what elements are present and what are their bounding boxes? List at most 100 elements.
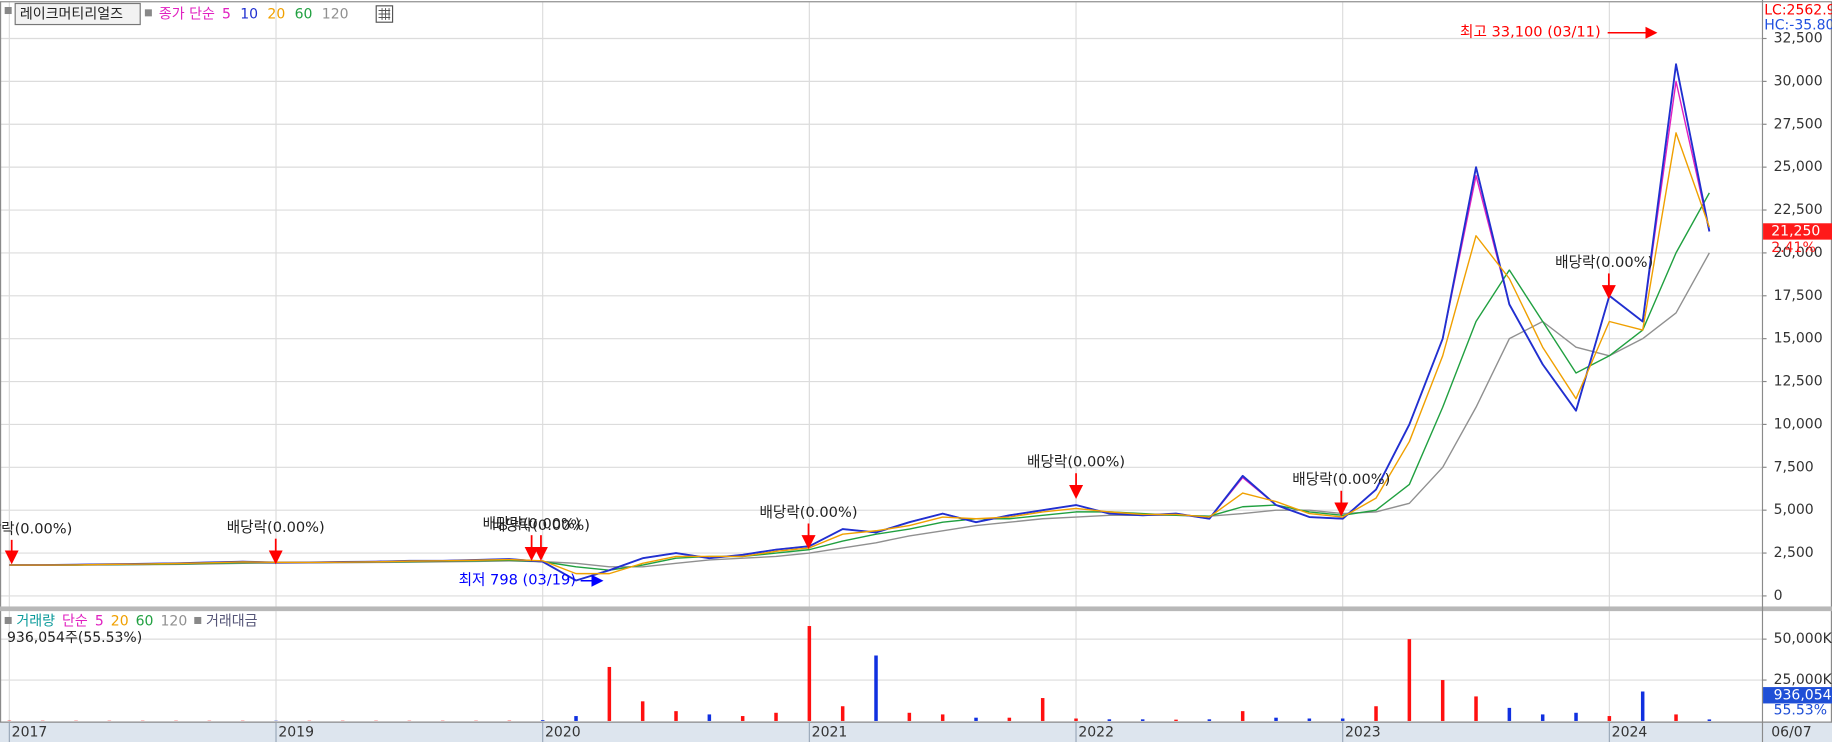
lc-readout: LC:2562.9 [1764, 3, 1832, 19]
volume-bar [1674, 714, 1678, 721]
x-tick-label: 06/07 [1771, 725, 1811, 741]
volume-bar [674, 711, 678, 721]
volume-bar [607, 666, 612, 721]
panel-divider [0, 606, 1832, 612]
dividend-annotation: 배당락(0.00%) [1292, 471, 1390, 488]
low-annotation: 최저 798 (03/19) [459, 572, 576, 589]
volume-bar [940, 714, 945, 721]
price-plot [9, 63, 1711, 582]
x-tick-label: 2022 [1078, 725, 1114, 741]
y-tick-label: 32,500 [1774, 31, 1823, 47]
legend-entry: 거래대금 [206, 614, 258, 630]
x-axis: 2017 2019 2020 2021 2022 2023 2024 06/07 [8, 722, 1812, 742]
volume-bar [874, 655, 878, 721]
volume-bar [1107, 719, 1112, 721]
y-tick-label: 25,000 [1774, 159, 1823, 175]
x-tick-label: 2020 [545, 725, 581, 741]
dividend-annotation: 배당락(0.00%) [1027, 454, 1125, 471]
volume-bar [1140, 719, 1145, 721]
stock-name[interactable]: 레이크머티리얼즈 [20, 7, 123, 23]
volume-bar [1640, 691, 1645, 721]
volume-bar [574, 716, 578, 721]
y-tick-label: 17,500 [1774, 288, 1823, 304]
volume-bar [1307, 718, 1312, 721]
volume-bar [1374, 706, 1378, 721]
volume-ratio: 55.53% [1774, 702, 1827, 718]
volume-bar [1440, 680, 1445, 721]
y-tick-label: 2,500 [1774, 545, 1814, 561]
legend-entry: 60 [295, 7, 313, 23]
volume-bar [740, 716, 745, 721]
x-tick-label: 2021 [812, 725, 848, 741]
legend-entry: 120 [160, 614, 187, 630]
legend-entry: 20 [267, 7, 285, 23]
y-tick-label: 30,000 [1774, 73, 1823, 89]
legend-icon [4, 7, 12, 15]
y-tick-label: 0 [1774, 588, 1783, 604]
x-tick-label: 2023 [1345, 725, 1381, 741]
volume-bar [807, 626, 812, 721]
volume-bar [974, 717, 978, 721]
dividend-annotation: 배당락(0.00%) [759, 504, 857, 521]
volume-bar [1207, 719, 1212, 721]
legend-icon [144, 9, 152, 17]
dividend-annotation: 배당락(0.00%) [227, 519, 325, 536]
legend-entry: 20 [111, 614, 129, 630]
volume-readout: 936,054주(55.53%) [7, 630, 142, 646]
hc-readout: HC:-35.80 [1764, 18, 1832, 34]
y-tick-label: 27,500 [1774, 116, 1823, 132]
volume-bar [1707, 719, 1712, 721]
legend: 거래량 단순 5 20 60 120 거래대금 [4, 614, 258, 630]
legend-entry: 거래량 [16, 614, 55, 630]
grid [0, 2, 1762, 723]
y-axis: 0 2,500 5,000 7,500 10,000 12,500 15,000 17,500… [1761, 31, 1832, 718]
x-tick-label: 2017 [12, 725, 48, 741]
y-tick-label: 20,000 [1774, 245, 1823, 261]
high-annotation: 최고 33,100 (03/11) [1460, 24, 1601, 41]
dividend-annotation: 배당락(0.00%) [483, 516, 581, 533]
volume-bar [774, 712, 778, 721]
volume-bar [1274, 717, 1278, 721]
legend: 5 10 20 60 120 [222, 7, 349, 23]
legend-icon [4, 616, 12, 624]
calendar-icon-grid [378, 8, 391, 20]
volume-bar [1507, 707, 1512, 721]
stock-name-box[interactable] [14, 2, 141, 26]
y-tick-label: 7,500 [1774, 459, 1814, 475]
volume-bar [1407, 639, 1412, 721]
current-volume-box [1763, 687, 1832, 704]
volume-bar [1007, 717, 1012, 721]
legend-entry: 5 [222, 7, 231, 23]
volume-plot [7, 626, 1712, 721]
current-volume: 936,054 [1774, 687, 1832, 703]
x-tick-label: 2019 [278, 725, 314, 741]
x-axis-band [0, 722, 1832, 742]
dividend-annotation: 배당락(0.00%) [1555, 254, 1653, 271]
y-tick-label: 12,500 [1774, 374, 1823, 390]
volume-bar [1574, 712, 1578, 721]
volume-bar [1240, 711, 1245, 721]
legend-icon [194, 616, 202, 624]
current-price: 21,250 [1771, 223, 1820, 239]
y-tick-label: 5,000 [1774, 502, 1814, 518]
volume-bar [1474, 696, 1478, 721]
current-price-box [1763, 223, 1832, 240]
legend-entry: 10 [240, 7, 258, 23]
legend-entry: 120 [322, 7, 349, 23]
y-tick-label: 15,000 [1774, 331, 1823, 347]
volume-bar [907, 712, 912, 721]
legend-entry: 단순 [62, 614, 88, 630]
volume-bar [840, 706, 845, 721]
legend-entry: 5 [95, 614, 104, 630]
dividend-annotation: 배당락(0.00%) [0, 520, 72, 537]
volume-bar [1074, 718, 1078, 721]
volume-bar [640, 701, 645, 721]
volume-bar [540, 720, 545, 721]
volume-bar [1040, 698, 1045, 721]
dividend-annotation: 배당락(0.00%) [492, 517, 590, 534]
volume-bar [1607, 716, 1612, 721]
y-tick-label: 22,500 [1774, 202, 1823, 218]
legend-label: 종가 단순 [159, 7, 215, 23]
